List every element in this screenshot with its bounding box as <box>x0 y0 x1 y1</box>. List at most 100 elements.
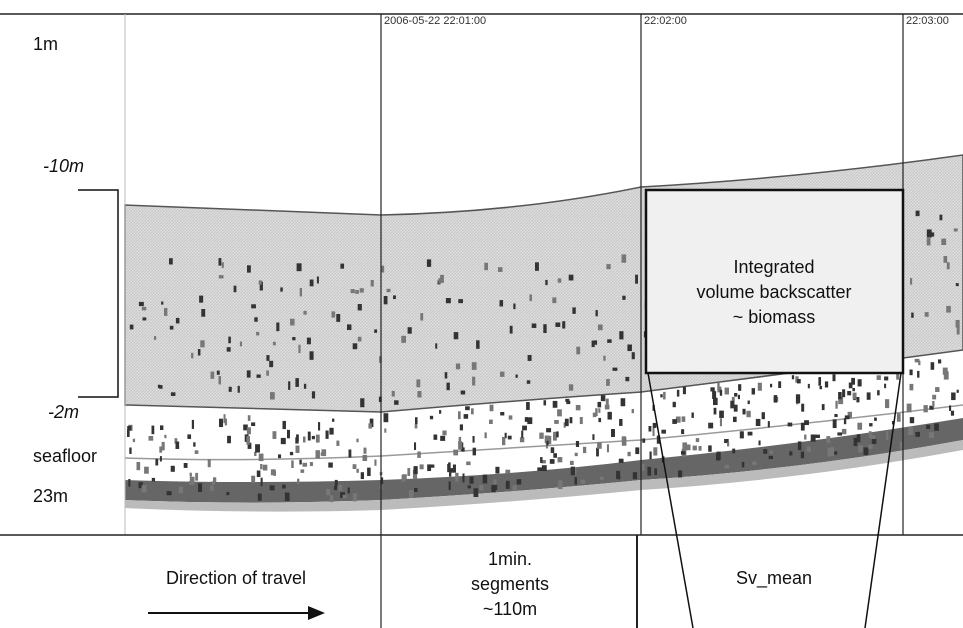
speckle <box>176 442 180 449</box>
speckle <box>208 459 211 467</box>
speckle <box>565 419 569 426</box>
speckle <box>874 418 877 421</box>
speckle <box>847 391 851 395</box>
speckle <box>857 423 862 430</box>
speckle <box>139 302 144 306</box>
speckle <box>247 370 251 377</box>
speckle <box>949 405 951 411</box>
speckle <box>699 446 702 451</box>
speckle <box>355 290 359 294</box>
speckle <box>932 401 934 407</box>
speckle <box>632 409 634 413</box>
speckle <box>276 323 279 332</box>
speckle <box>539 433 543 439</box>
speckle <box>911 313 913 318</box>
speckle <box>226 492 229 495</box>
speckle <box>371 280 374 286</box>
speckle <box>759 441 761 446</box>
speckle <box>551 447 555 453</box>
speckle <box>583 447 586 453</box>
speckle <box>278 454 281 458</box>
depth-label: 23m <box>33 486 68 506</box>
speckle <box>572 307 575 313</box>
speckle <box>489 420 493 424</box>
speckle <box>853 393 857 400</box>
speckle <box>458 299 463 303</box>
speckle <box>462 447 465 451</box>
speckle <box>240 342 242 347</box>
speckle <box>144 467 149 474</box>
speckle <box>547 441 549 446</box>
speckle <box>170 326 174 330</box>
speckle <box>730 401 734 409</box>
speckle <box>650 452 652 460</box>
speckle <box>951 411 954 416</box>
speckle <box>466 462 470 466</box>
speckle <box>304 384 306 389</box>
speckle <box>910 278 912 285</box>
speckle <box>527 380 530 384</box>
speckle <box>660 394 662 397</box>
speckle <box>417 452 420 458</box>
speckle <box>830 447 834 456</box>
speckle <box>427 259 431 266</box>
speckle <box>956 320 960 328</box>
speckle <box>804 420 809 425</box>
time-label: 2006-05-22 22:01:00 <box>384 15 486 27</box>
speckle <box>217 371 220 375</box>
speckle <box>199 296 203 303</box>
speckle <box>856 397 859 402</box>
speckle <box>310 351 314 360</box>
speckle <box>463 474 465 483</box>
speckle <box>558 278 562 282</box>
speckle <box>770 384 772 388</box>
speckle <box>748 432 753 436</box>
speckle <box>788 423 793 427</box>
speckle <box>935 387 939 392</box>
speckle <box>520 437 524 442</box>
speckle <box>603 356 605 361</box>
speckle <box>176 318 180 324</box>
speckle <box>297 263 302 271</box>
speckle <box>738 384 741 391</box>
speckle <box>453 465 456 473</box>
speckle <box>282 485 286 489</box>
speckle <box>804 435 806 440</box>
speckle <box>128 479 130 487</box>
speckle <box>228 337 231 344</box>
speckle <box>295 378 299 387</box>
speckle <box>479 485 483 491</box>
speckle <box>326 489 330 495</box>
speckle <box>219 376 222 384</box>
speckle <box>957 390 959 393</box>
speckle <box>137 462 141 470</box>
speckle <box>627 345 632 352</box>
speckle <box>246 436 250 445</box>
speckle <box>682 416 686 421</box>
speckle <box>363 455 368 461</box>
speckle <box>449 482 451 491</box>
speckle <box>427 464 431 471</box>
speckle <box>910 417 914 423</box>
speckle <box>733 417 737 422</box>
bottom-label: segments <box>471 574 549 594</box>
speckle <box>360 288 364 292</box>
speckle <box>544 400 547 405</box>
speckle <box>762 412 765 419</box>
speckle <box>554 420 559 424</box>
speckle <box>316 435 320 443</box>
speckle <box>944 371 949 379</box>
speckle <box>440 275 444 283</box>
speckle <box>811 435 816 442</box>
speckle <box>944 256 948 263</box>
speckle <box>472 362 477 370</box>
speckle <box>938 359 941 363</box>
speckle <box>877 375 881 380</box>
speckle <box>556 431 558 437</box>
speckle <box>201 309 205 317</box>
speckle <box>308 432 311 441</box>
speckle <box>340 264 344 269</box>
speckle <box>628 452 631 456</box>
speckle <box>508 436 512 440</box>
speckle <box>473 436 475 443</box>
